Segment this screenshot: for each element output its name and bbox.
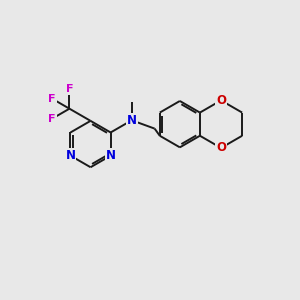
Text: F: F bbox=[48, 94, 56, 104]
Text: N: N bbox=[127, 114, 137, 127]
Text: F: F bbox=[66, 84, 73, 94]
Text: N: N bbox=[65, 149, 76, 162]
Text: O: O bbox=[216, 141, 226, 154]
Text: F: F bbox=[48, 114, 56, 124]
Text: O: O bbox=[216, 94, 226, 107]
Text: N: N bbox=[106, 149, 116, 162]
